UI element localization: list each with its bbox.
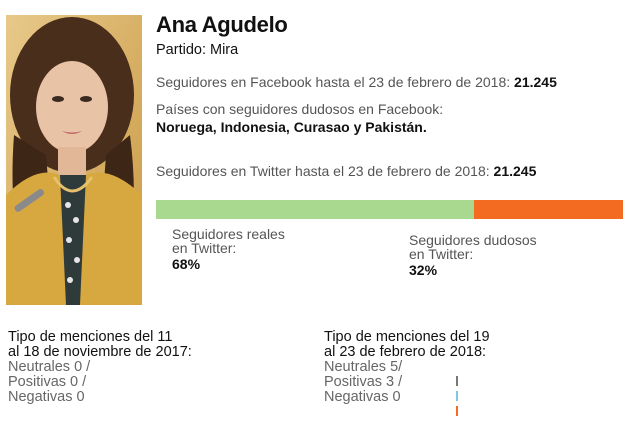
mentions-2018-positive: Positivas 3 / [324,374,403,390]
positive-mentions-tick [456,391,458,401]
dubious-countries-value: Noruega, Indonesia, Curasao y Pakistán. [156,119,427,135]
mentions-2017-title-2: al 18 de noviembre de 2017: [8,344,192,360]
profile-photo [6,15,142,305]
facebook-followers: Seguidores en Facebook hasta el 23 de fe… [156,74,557,90]
candidate-name: Ana Agudelo [156,12,288,37]
mentions-2018-title-2: al 23 de febrero de 2018: [324,344,487,360]
mentions-2018: Tipo de menciones del 19 al 23 de febrer… [324,330,490,405]
dubious-followers-segment [473,200,623,219]
real-followers-pct: 68% [172,256,201,272]
mentions-2017-positive: Positivas 0 / [8,374,87,390]
dubious-followers-pct: 32% [409,262,438,278]
mentions-2017: Tipo de menciones del 11 al 18 de noviem… [8,330,192,405]
real-followers-label-1: Seguidores reales [172,226,285,242]
real-followers-label-2: en Twitter: [172,240,237,256]
real-followers-legend: Seguidores reales en Twitter: 68% [172,227,285,271]
dubious-followers-label-2: en Twitter: [409,246,474,262]
twitter-followers-bar [156,200,623,219]
twitter-followers: Seguidores en Twitter hasta el 23 de feb… [156,163,536,179]
party-label: Partido: Mira [156,42,239,58]
mentions-2017-negative: Negativas 0 [8,389,85,405]
facebook-followers-label: Seguidores en Facebook hasta el 23 de fe… [156,74,515,90]
facebook-followers-value: 21.245 [514,74,557,90]
mentions-2018-neutral: Neutrales 5/ [324,359,403,375]
neutral-mentions-tick [456,376,458,386]
dubious-countries-label: Países con seguidores dudosos en Faceboo… [156,101,444,117]
mentions-2017-neutral: Neutrales 0 / [8,359,91,375]
twitter-followers-label: Seguidores en Twitter hasta el 23 de feb… [156,163,494,179]
negative-mentions-tick [456,406,458,416]
dubious-followers-label-1: Seguidores dudosos [409,232,537,248]
real-followers-segment [156,200,474,219]
dubious-followers-legend: Seguidores dudosos en Twitter: 32% [409,233,537,277]
portrait-image [6,15,142,305]
mentions-2018-title-1: Tipo de menciones del 19 [324,329,490,345]
twitter-followers-value: 21.245 [493,163,537,179]
mentions-2017-title-1: Tipo de menciones del 11 [8,329,173,345]
mentions-2018-negative: Negativas 0 [324,389,401,405]
